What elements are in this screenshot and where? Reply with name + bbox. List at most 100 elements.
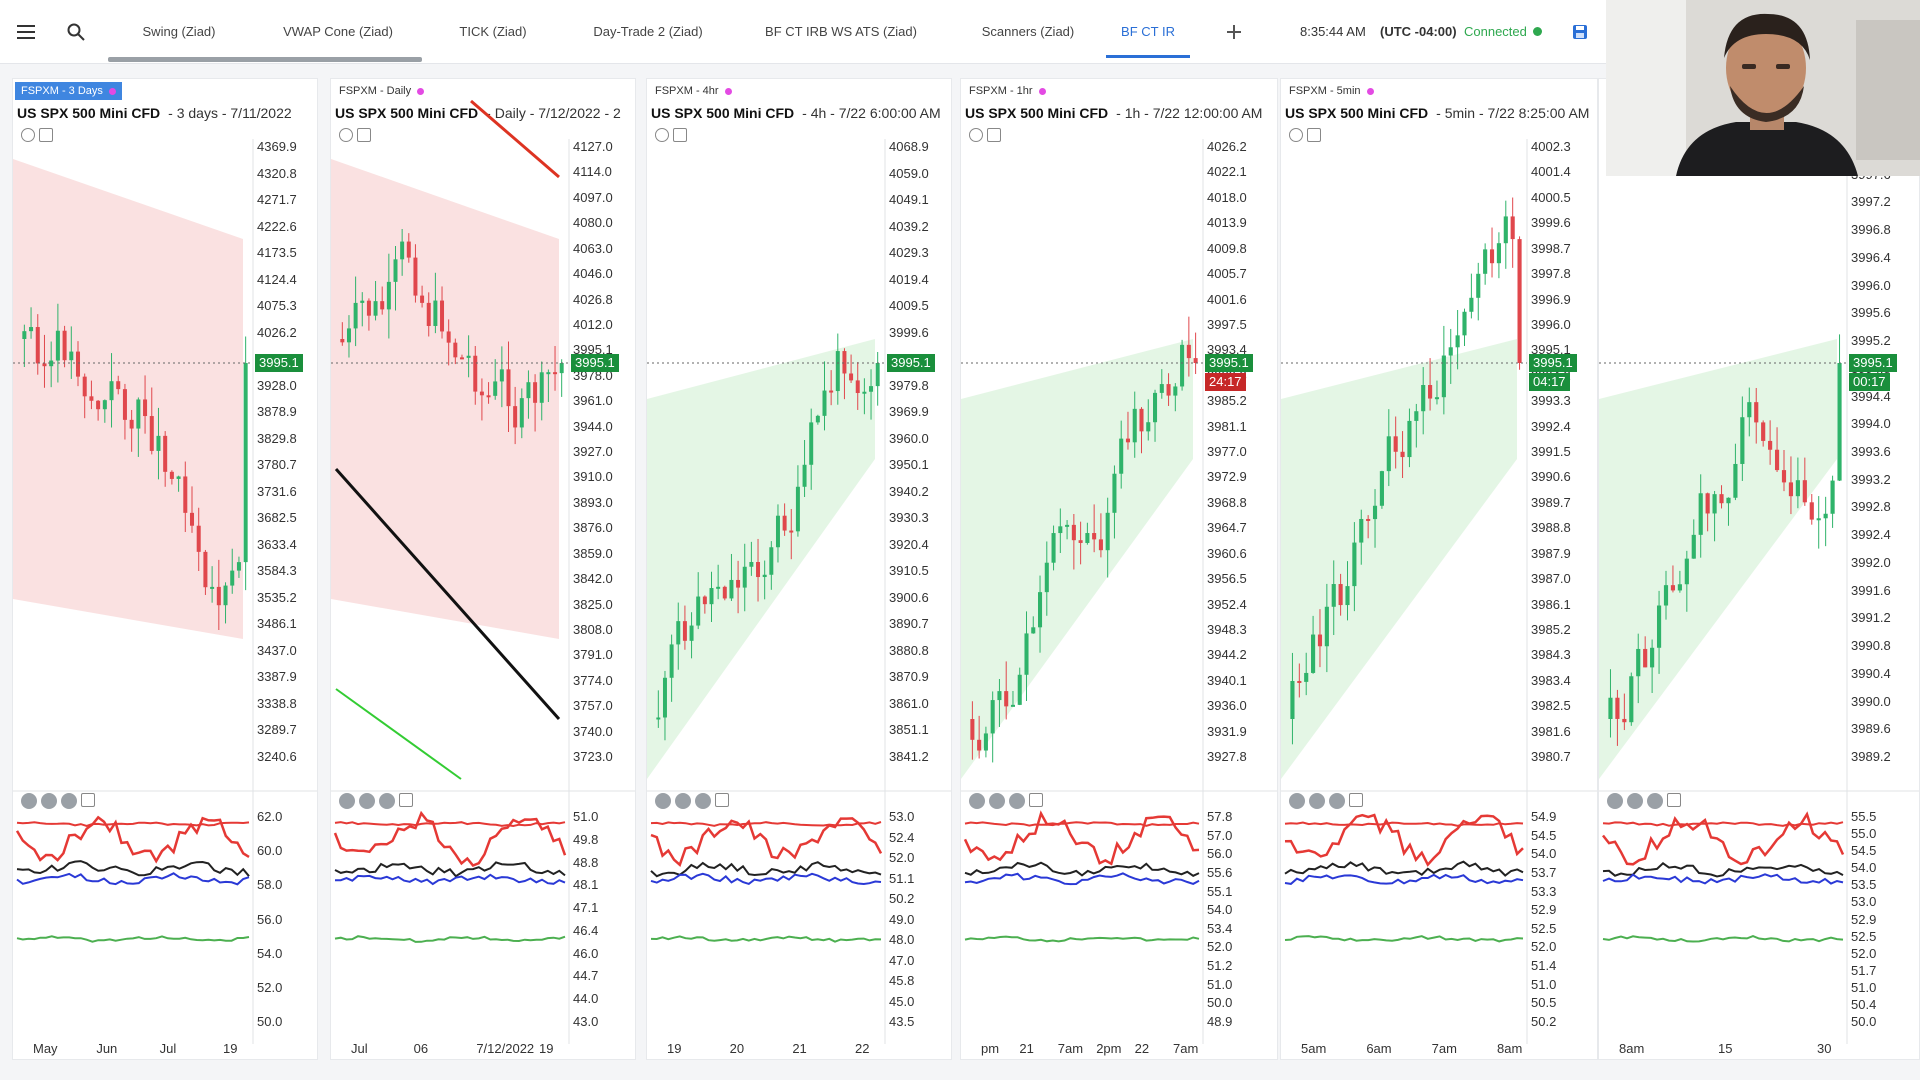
- settings-icon[interactable]: [1309, 793, 1325, 809]
- hide-pane-icon[interactable]: [1289, 128, 1303, 142]
- candle-body: [479, 391, 484, 396]
- chart-panel-p4[interactable]: FSPXM - 1hr US SPX 500 Mini CFD - 1h - 7/2…: [960, 78, 1278, 1060]
- add-indicator-icon[interactable]: [81, 793, 95, 807]
- oscillator-tick-label: 48.9: [1207, 1014, 1233, 1029]
- price-tick-label: 3997.5: [1207, 316, 1247, 332]
- chart-panel-p3[interactable]: FSPXM - 4hr US SPX 500 Mini CFD - 4h - 7/2…: [646, 78, 952, 1060]
- price-tick-label: 3633.4: [257, 536, 297, 552]
- settings-icon[interactable]: [675, 793, 691, 809]
- add-indicator-icon[interactable]: [1349, 793, 1363, 807]
- tab-tick[interactable]: TICK (Ziad): [438, 0, 548, 62]
- candle-body: [1496, 243, 1501, 264]
- hide-pane-icon[interactable]: [969, 793, 985, 809]
- add-indicator-icon[interactable]: [1029, 793, 1043, 807]
- chart-panel-p6[interactable]: 3998.03997.63997.23996.83996.43996.03995…: [1598, 78, 1920, 1060]
- cloud-band: [647, 339, 875, 779]
- oscillator-tick-label: 56.0: [1207, 846, 1233, 862]
- tab-vwap-cone[interactable]: VWAP Cone (Ziad): [270, 0, 406, 62]
- tab-swing[interactable]: Swing (Ziad): [118, 0, 240, 62]
- price-chart-svg[interactable]: [1281, 79, 1598, 1060]
- settings-icon[interactable]: [989, 793, 1005, 809]
- chart-panel-p2[interactable]: FSPXM - Daily US SPX 500 Mini CFD - Daily …: [330, 78, 636, 1060]
- price-chart-svg[interactable]: [961, 79, 1278, 1060]
- add-indicator-icon[interactable]: [987, 128, 1001, 142]
- visibility-icon[interactable]: [1329, 793, 1345, 809]
- price-tick-label: 3338.8: [257, 695, 297, 711]
- tab-bf-ct-ir[interactable]: BF CT IR: [1106, 0, 1190, 62]
- price-tick-label: 3992.4: [1531, 418, 1571, 434]
- save-icon[interactable]: [1566, 18, 1594, 46]
- add-indicator-icon[interactable]: [357, 128, 371, 142]
- hide-pane-icon[interactable]: [969, 128, 983, 142]
- hide-pane-icon[interactable]: [21, 793, 37, 809]
- price-chart-svg[interactable]: [647, 79, 952, 1060]
- oscillator-controls: [21, 793, 95, 809]
- panel-title-tab[interactable]: FSPXM - 4hr: [649, 82, 738, 100]
- hide-pane-icon[interactable]: [1289, 793, 1305, 809]
- price-tick-label: 4320.8: [257, 165, 297, 181]
- hide-pane-icon[interactable]: [655, 128, 669, 142]
- hide-pane-icon[interactable]: [21, 128, 35, 142]
- candle-body: [1643, 648, 1648, 668]
- add-indicator-icon[interactable]: [399, 793, 413, 807]
- price-tick-label: 3991.5: [1531, 444, 1571, 459]
- price-chart-svg[interactable]: [13, 79, 318, 1060]
- price-tick-label: 3791.0: [573, 647, 613, 663]
- chart-panel-p5[interactable]: FSPXM - 5min US SPX 500 Mini CFD - 5min - …: [1280, 78, 1598, 1060]
- hide-pane-icon[interactable]: [655, 793, 671, 809]
- tab-scanners[interactable]: Scanners (Ziad): [966, 0, 1090, 62]
- settings-icon[interactable]: [1627, 793, 1643, 809]
- candle-body: [977, 739, 982, 751]
- settings-icon[interactable]: [41, 793, 57, 809]
- oscillator-controls: [969, 793, 1043, 809]
- price-tick-label: 3870.9: [889, 669, 929, 685]
- oscillator-line: [1284, 860, 1524, 877]
- add-tab-plus-icon[interactable]: [1220, 18, 1248, 46]
- oscillator-tick-label: 55.5: [1851, 809, 1877, 824]
- visibility-icon[interactable]: [1009, 793, 1025, 809]
- candle-body: [433, 300, 438, 326]
- hide-pane-icon[interactable]: [1607, 793, 1623, 809]
- oscillator-line: [1284, 813, 1524, 867]
- add-indicator-icon[interactable]: [1307, 128, 1321, 142]
- oscillator-tick-label: 49.0: [889, 911, 915, 927]
- panel-title-tab[interactable]: FSPXM - Daily: [333, 82, 430, 100]
- oscillator-line: [650, 872, 882, 886]
- visibility-icon[interactable]: [61, 793, 77, 809]
- search-icon[interactable]: [62, 18, 90, 46]
- candle-body: [1058, 526, 1063, 534]
- visibility-icon[interactable]: [695, 793, 711, 809]
- candle-body: [446, 331, 451, 343]
- tabs-scrollbar[interactable]: [108, 57, 422, 62]
- candle-body: [1421, 385, 1426, 412]
- candle-body: [89, 396, 94, 401]
- candle-body: [762, 574, 767, 578]
- add-indicator-icon[interactable]: [715, 793, 729, 807]
- chart-panel-p1[interactable]: FSPXM - 3 Days US SPX 500 Mini CFD - 3 day…: [12, 78, 318, 1060]
- add-indicator-icon[interactable]: [673, 128, 687, 142]
- visibility-icon[interactable]: [1647, 793, 1663, 809]
- candle-body: [1740, 417, 1745, 464]
- panel-title-tab[interactable]: FSPXM - 3 Days: [15, 82, 122, 100]
- price-chart-svg[interactable]: [1599, 79, 1920, 1060]
- panel-title-tab[interactable]: FSPXM - 5min: [1283, 82, 1380, 100]
- add-indicator-icon[interactable]: [39, 128, 53, 142]
- oscillator-tick-label: 55.1: [1207, 883, 1233, 899]
- tab-day-trade-2[interactable]: Day-Trade 2 (Ziad): [578, 0, 718, 62]
- panel-title-tab[interactable]: FSPXM - 1hr: [963, 82, 1052, 100]
- price-chart-svg[interactable]: [331, 79, 636, 1060]
- visibility-icon[interactable]: [379, 793, 395, 809]
- candle-body: [513, 406, 518, 428]
- oscillator-line: [1602, 873, 1844, 885]
- add-indicator-icon[interactable]: [1667, 793, 1681, 807]
- hide-pane-icon[interactable]: [339, 793, 355, 809]
- candle-body: [189, 512, 195, 526]
- panel-title: FSPXM - 3 Days: [21, 85, 103, 97]
- tab-bf-ct-irb-ws-ats[interactable]: BF CT IRB WS ATS (Ziad): [750, 0, 932, 62]
- hamburger-menu-icon[interactable]: [12, 18, 40, 46]
- candle-body: [1414, 411, 1419, 421]
- candle-body: [75, 351, 81, 377]
- oscillator-controls: [1607, 793, 1681, 809]
- hide-pane-icon[interactable]: [339, 128, 353, 142]
- settings-icon[interactable]: [359, 793, 375, 809]
